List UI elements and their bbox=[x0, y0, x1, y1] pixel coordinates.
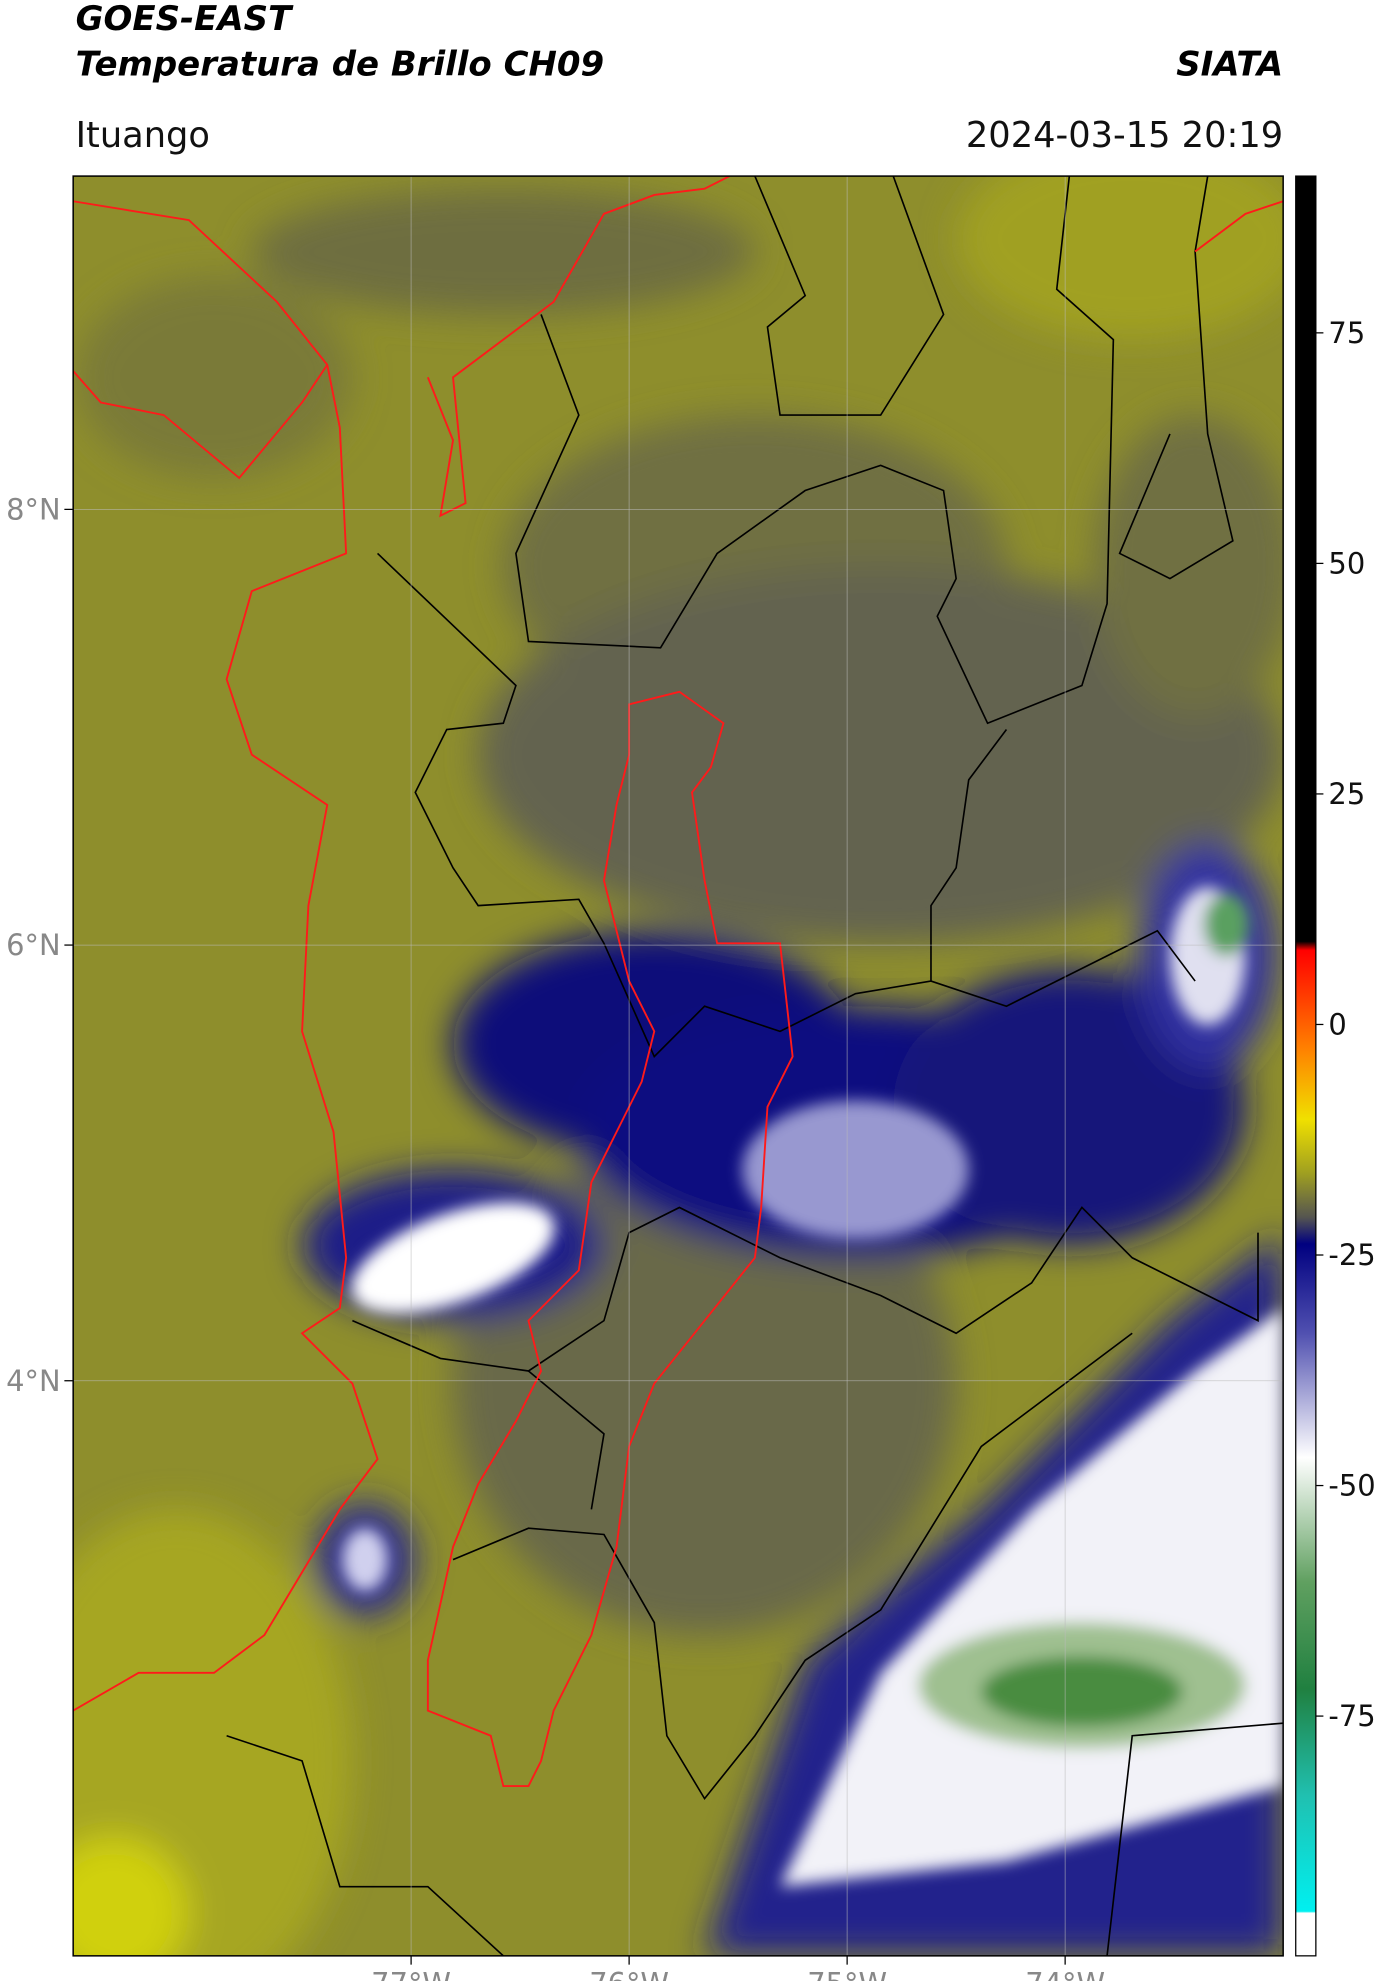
colorbar bbox=[1295, 175, 1317, 1957]
org: SIATA bbox=[1176, 44, 1283, 84]
colorbar-tick-label: 0 bbox=[1328, 1008, 1346, 1042]
x-tick-label: 77°W bbox=[371, 1967, 451, 1981]
colorbar-tick-label: -25 bbox=[1328, 1238, 1375, 1272]
colorbar-tick-label: 50 bbox=[1328, 546, 1365, 580]
map-frame bbox=[72, 175, 1284, 1957]
colorbar-tick-label: 75 bbox=[1328, 316, 1365, 350]
x-tick-label: 75°W bbox=[807, 1967, 887, 1981]
datetime: 2024-03-15 20:19 bbox=[966, 115, 1283, 156]
x-tick-label: 74°W bbox=[1025, 1967, 1105, 1981]
x-tick-label: 76°W bbox=[589, 1967, 669, 1981]
y-tick-label: 4°N bbox=[6, 1364, 60, 1398]
title-line2: Temperatura de Brillo CH09 bbox=[76, 44, 604, 84]
y-tick-label: 8°N bbox=[6, 492, 60, 526]
location: Ituango bbox=[76, 115, 210, 156]
colorbar-tick-label: -75 bbox=[1328, 1699, 1375, 1733]
satellite-image bbox=[73, 176, 1284, 1956]
colorbar-tick-label: 25 bbox=[1328, 777, 1365, 811]
y-tick-label: 6°N bbox=[6, 928, 60, 962]
title-line1: GOES-EAST bbox=[76, 0, 294, 39]
colorbar-tick-label: -50 bbox=[1328, 1469, 1375, 1503]
